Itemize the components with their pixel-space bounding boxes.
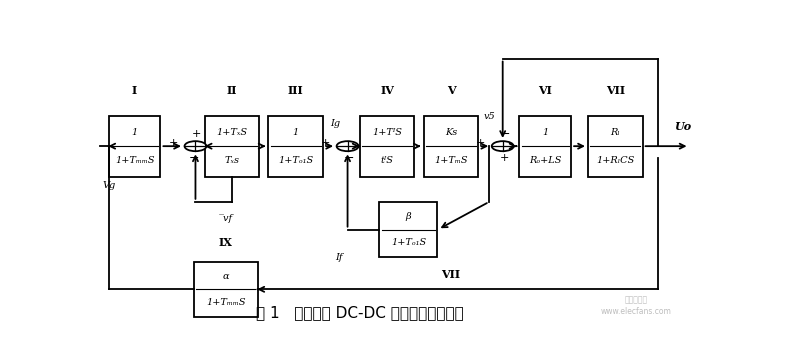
Bar — [360, 116, 414, 177]
Text: Vg: Vg — [103, 180, 115, 190]
Text: tᴵS: tᴵS — [381, 156, 393, 165]
Bar — [109, 116, 160, 177]
Bar — [205, 116, 259, 177]
Text: VI: VI — [539, 85, 552, 96]
Text: v5: v5 — [484, 112, 495, 121]
Text: −: − — [344, 152, 355, 165]
Text: IV: IV — [380, 85, 394, 96]
Text: I: I — [132, 85, 137, 96]
Bar — [424, 116, 478, 177]
Text: V: V — [447, 85, 455, 96]
Circle shape — [337, 141, 359, 151]
Text: 1+TₘS: 1+TₘS — [434, 156, 468, 165]
Text: 1+TₘₘS: 1+TₘₘS — [206, 297, 246, 306]
Text: Rₗ: Rₗ — [611, 127, 620, 136]
Text: −: − — [499, 128, 509, 141]
Text: 图 1   双环开关 DC-DC 变换器系统结构图: 图 1 双环开关 DC-DC 变换器系统结构图 — [256, 305, 464, 320]
Text: VII: VII — [606, 85, 625, 96]
Text: Ig: Ig — [330, 119, 341, 129]
Text: 1+RₗCS: 1+RₗCS — [596, 156, 634, 165]
Text: 1: 1 — [542, 127, 549, 136]
Text: II: II — [227, 85, 237, 96]
Text: α: α — [223, 272, 229, 281]
Bar — [520, 116, 571, 177]
Text: 1+TₓS: 1+TₓS — [217, 127, 247, 136]
Text: VII: VII — [441, 269, 461, 279]
Circle shape — [491, 141, 513, 151]
Bar — [588, 116, 643, 177]
Text: 1: 1 — [132, 127, 137, 136]
Text: 1: 1 — [293, 127, 299, 136]
Text: ̅vf: ̅vf — [225, 214, 233, 223]
Text: Rₒ+LS: Rₒ+LS — [529, 156, 561, 165]
Text: III: III — [288, 85, 304, 96]
Text: +: + — [500, 153, 509, 163]
Text: Ks: Ks — [445, 127, 457, 136]
Text: +: + — [169, 138, 178, 148]
Text: 电子发烧友
www.elecfans.com: 电子发烧友 www.elecfans.com — [601, 296, 672, 316]
Text: If: If — [334, 253, 342, 262]
Text: 1+TₘₘS: 1+TₘₘS — [115, 156, 155, 165]
Bar — [379, 202, 437, 257]
Text: −: − — [189, 152, 199, 165]
Text: +: + — [476, 138, 485, 148]
Text: +: + — [321, 138, 330, 148]
Text: +: + — [192, 129, 202, 139]
Text: Uo: Uo — [674, 121, 691, 132]
Text: 1+Tₒ₁S: 1+Tₒ₁S — [391, 238, 426, 247]
Text: 1+TᴵS: 1+TᴵS — [372, 127, 402, 136]
Text: Tₓs: Tₓs — [225, 156, 239, 165]
Bar — [194, 261, 257, 317]
Text: 1+Tₒ₁S: 1+Tₒ₁S — [279, 156, 313, 165]
Text: β: β — [406, 212, 411, 221]
Text: IX: IX — [219, 236, 233, 248]
Circle shape — [184, 141, 206, 151]
Bar — [268, 116, 323, 177]
